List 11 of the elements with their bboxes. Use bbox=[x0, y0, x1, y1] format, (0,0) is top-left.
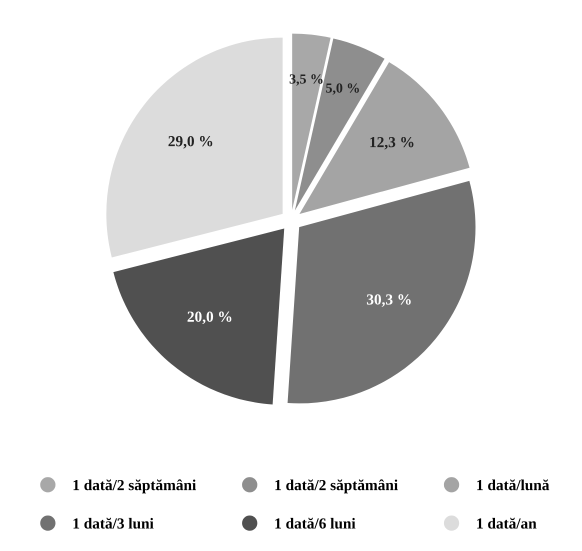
legend-label: 1 dată/2 săptămâni bbox=[275, 479, 398, 494]
data-label: 20,0 % bbox=[188, 312, 232, 324]
data-label: 12,3 % bbox=[370, 136, 414, 150]
legend-label: 1 dată/2 săptămâni bbox=[74, 479, 196, 494]
data-label: 29,0 % bbox=[168, 136, 212, 149]
legend-label: 1 dată/an bbox=[477, 518, 536, 529]
legend-label: 1 dată/lună bbox=[477, 479, 550, 490]
legend-label: 1 dată/6 luni bbox=[275, 518, 356, 529]
data-label: 5,0 % bbox=[326, 83, 359, 95]
data-label: 30,3 % bbox=[366, 294, 411, 307]
legend-label: 1 dată/3 luni bbox=[74, 518, 154, 529]
